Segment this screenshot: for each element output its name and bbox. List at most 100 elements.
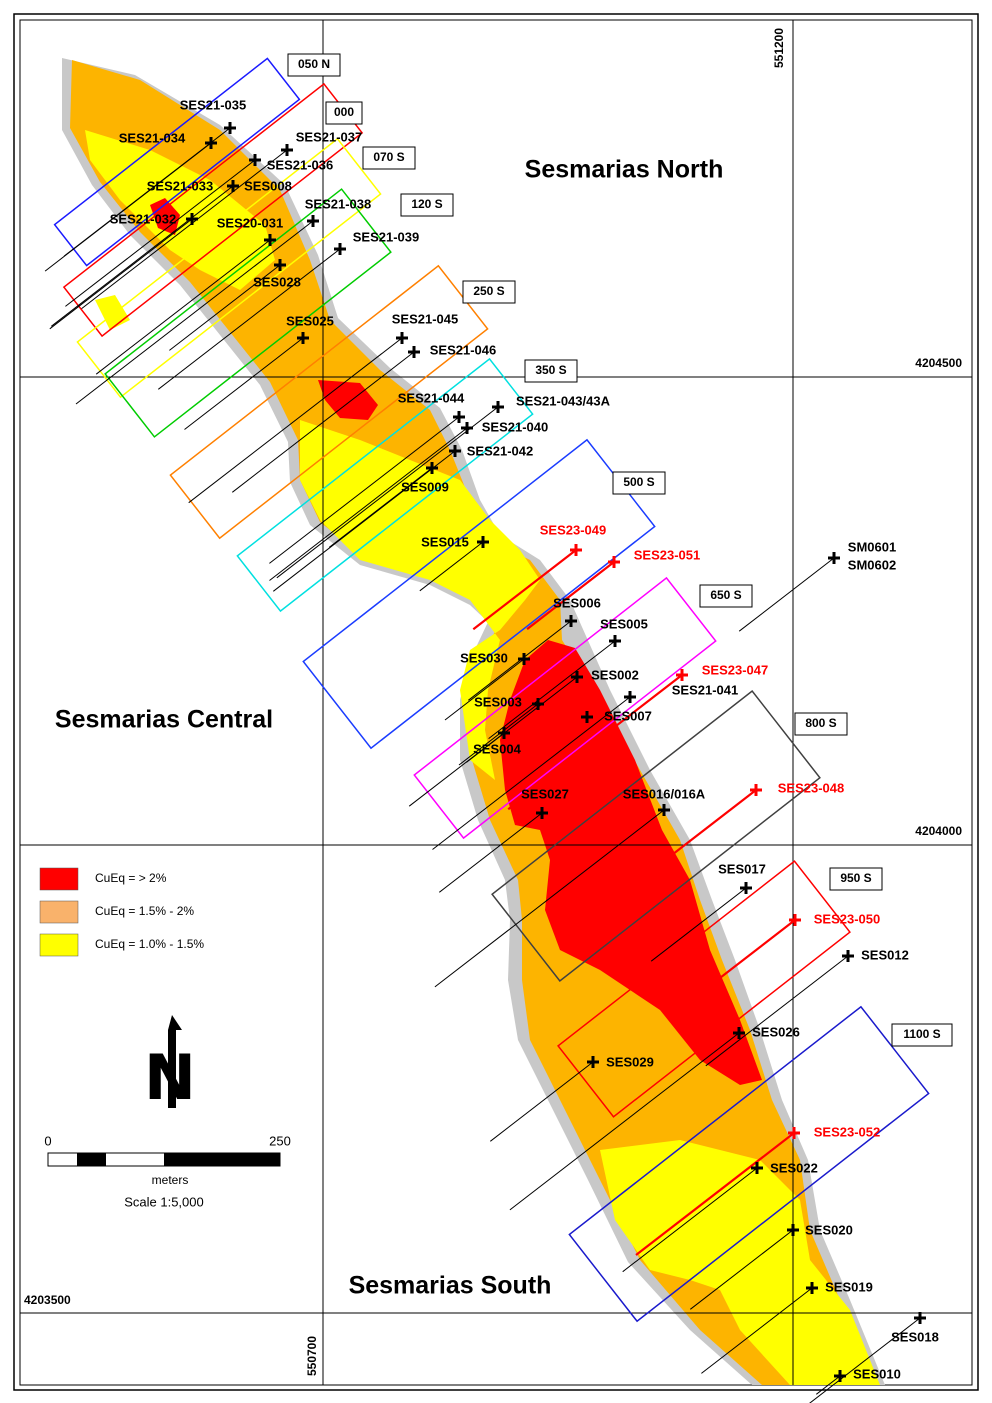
arrow [168,1015,182,1108]
drill-trace [467,620,572,701]
section-box [557,860,851,1118]
hole-label: SES21-041 [672,682,739,697]
hole-label: SM0601 [848,539,896,554]
collar-marker [571,671,583,683]
drill-hole: SES20-031 [95,215,283,375]
hole-label: SES022 [770,1160,818,1175]
drill-hole: SES21-037 [81,129,362,309]
hole-label: SM0602 [848,557,896,572]
section-label: 650 S [710,588,741,602]
orange-zone [70,60,872,1385]
grid [20,20,972,1385]
drill-trace [408,732,505,807]
collar-marker [536,807,548,819]
drill-hole: SES21-045 [188,311,459,504]
collar-marker [477,536,489,548]
drill-trace [432,696,631,850]
drill-hole: SES012 [705,947,909,1067]
hole-label: SES017 [718,861,766,876]
hole-label: SES21-033 [147,178,214,193]
collar-marker [581,711,593,723]
hole-label: SES004 [473,741,521,756]
legend-label: CuEq = 1.5% - 2% [95,904,194,918]
coordinate-label: 4203500 [24,1293,71,1307]
hole-label: SES012 [861,947,909,962]
drill-trace [683,919,796,1007]
drill-hole: SES010 [815,1366,901,1395]
section-label-box [287,53,341,77]
drill-hole: SES017 [650,861,766,962]
collar-marker [532,698,544,710]
scale-segment [77,1153,106,1166]
collar-marker [224,122,236,134]
section-label-box [699,584,753,608]
collar-marker [281,144,293,156]
area-label: Sesmarias South [349,1272,552,1300]
drill-hole: SES21-040 [269,419,548,581]
drill-hole: SES23-050 [683,911,881,1007]
hole-label: SES019 [825,1279,873,1294]
section-label-box [829,867,883,891]
section-label: 500 S [623,475,654,489]
drill-hole: SES026 [509,1024,800,1211]
hole-label: SES003 [474,694,522,709]
red-zone [150,198,180,235]
hole-label: SES21-044 [398,390,465,405]
section-label-box [462,280,516,304]
coordinate-label: 551200 [772,28,786,68]
drill-trace [231,351,415,493]
drill-hole: SES028 [169,259,301,351]
collar-marker [297,332,309,344]
drill-hole: SES21-032 [49,211,198,330]
section-box [568,1005,930,1323]
scale-segment [164,1153,280,1166]
collar-marker [740,882,752,894]
drill-trace [705,955,849,1067]
hole-label: SES23-051 [634,547,701,562]
drill-trace [269,416,460,564]
section-box [236,357,534,613]
drill-hole: SES004 [408,727,522,807]
hole-label: SES23-050 [814,911,881,926]
collar-marker [842,950,854,962]
drill-hole: SES018 [809,1312,939,1403]
hole-label: SES21-035 [180,97,247,112]
hole-label: SES026 [752,1024,800,1039]
section-label: 950 S [840,871,871,885]
drill-trace [169,264,281,351]
hole-label: SES007 [604,708,652,723]
hole-label: SES018 [891,1329,939,1344]
coordinate-label: 550700 [305,1336,319,1376]
collar-marker [565,615,577,627]
legend-swatch [39,900,79,924]
section-label: 070 S [373,150,404,164]
collar-marker [227,180,239,192]
collar-marker [608,556,620,568]
collar-marker [806,1282,818,1294]
hole-label: SES030 [460,650,508,665]
section-label: 000 [334,105,354,119]
drill-hole: SES019 [701,1279,873,1374]
red-zone [318,380,378,420]
hole-label: SES21-045 [392,311,459,326]
drill-hole: SES23-048 [644,780,844,877]
drill-trace [434,809,665,988]
drill-hole: SES23-052 [635,1124,880,1256]
collar-marker [676,669,688,681]
collar-marker [307,215,319,227]
drill-trace [635,1132,795,1256]
hole-label: SES23-049 [540,522,607,537]
inner-frame [19,19,973,1386]
drill-hole: SES022 [622,1160,818,1273]
collar-marker [834,1370,846,1382]
collar-marker [264,234,276,246]
collar-marker [518,653,530,665]
drill-trace [701,1287,813,1374]
drill-hole: SES21-041 [432,682,739,850]
hole-label: SES21-038 [305,196,372,211]
drill-trace [188,337,403,504]
drill-trace [472,549,577,631]
drill-trace [809,1317,921,1403]
drill-hole: SES23-047 [507,662,768,811]
